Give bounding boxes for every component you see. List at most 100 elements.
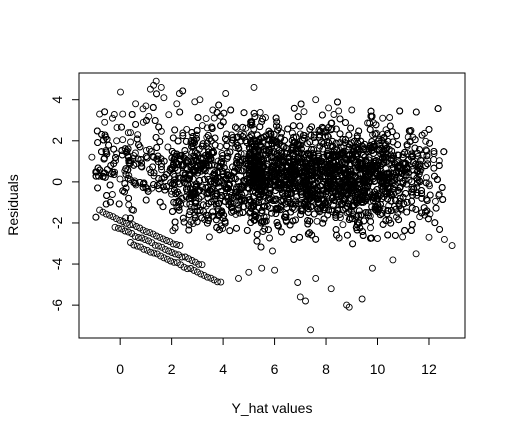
data-points <box>88 77 456 334</box>
data-point <box>439 196 447 203</box>
data-point <box>297 211 305 219</box>
data-point <box>117 88 124 96</box>
data-point <box>294 279 302 286</box>
data-point <box>448 242 456 250</box>
data-point <box>113 124 121 132</box>
data-point <box>155 175 163 183</box>
data-point <box>432 204 440 212</box>
data-point <box>325 104 333 112</box>
data-point <box>385 216 393 224</box>
data-point <box>416 146 423 154</box>
data-point <box>171 126 179 134</box>
data-point <box>304 140 312 148</box>
data-point <box>169 180 176 188</box>
data-point <box>176 108 184 116</box>
data-point <box>225 193 233 201</box>
data-point <box>211 141 219 149</box>
data-point <box>312 96 320 104</box>
data-point <box>403 208 411 216</box>
data-point <box>290 104 298 112</box>
data-point <box>245 268 253 276</box>
data-point <box>335 107 343 115</box>
data-point <box>269 247 276 255</box>
data-point <box>137 163 145 170</box>
data-point <box>440 235 448 243</box>
data-point <box>100 155 108 163</box>
data-point <box>383 210 391 218</box>
data-point <box>185 221 193 229</box>
data-point <box>349 210 357 218</box>
data-point <box>321 175 329 183</box>
data-point <box>276 206 284 214</box>
data-point <box>146 145 153 153</box>
data-point <box>226 148 234 156</box>
data-point <box>234 153 242 160</box>
data-point <box>272 210 280 218</box>
data-point <box>379 114 387 122</box>
data-point <box>334 98 341 106</box>
data-point <box>196 207 204 214</box>
data-point <box>205 233 213 241</box>
data-point <box>237 137 245 145</box>
data-point <box>122 184 130 192</box>
data-point <box>272 114 280 122</box>
data-point <box>164 143 172 151</box>
data-point <box>304 230 312 238</box>
data-point <box>342 119 349 127</box>
data-point <box>110 111 118 118</box>
data-point <box>312 274 320 282</box>
data-point <box>223 130 230 138</box>
data-point <box>328 124 336 132</box>
data-point <box>425 233 433 241</box>
data-point <box>220 176 228 184</box>
data-point <box>431 219 439 227</box>
data-point <box>101 118 109 126</box>
data-point <box>294 113 302 121</box>
data-point <box>422 174 430 182</box>
data-point <box>258 264 266 272</box>
data-point <box>108 191 116 198</box>
data-point <box>318 138 325 146</box>
data-point <box>165 111 173 119</box>
data-point <box>106 181 114 189</box>
data-point <box>139 183 147 191</box>
data-point <box>368 264 376 272</box>
data-point <box>296 233 304 241</box>
data-point <box>157 83 165 91</box>
data-point <box>364 209 372 217</box>
data-point <box>422 179 430 187</box>
data-point <box>273 118 281 126</box>
data-point <box>430 147 438 155</box>
data-point <box>222 90 230 97</box>
data-point <box>378 209 386 217</box>
data-point <box>216 143 224 151</box>
data-point <box>142 117 150 124</box>
data-point <box>256 108 264 116</box>
data-point <box>213 109 221 116</box>
data-point <box>124 129 132 137</box>
data-point <box>345 303 353 311</box>
data-point <box>158 166 166 174</box>
data-point <box>157 163 165 171</box>
data-point <box>218 150 226 157</box>
data-point <box>133 135 141 143</box>
data-point <box>148 184 156 192</box>
data-point <box>217 222 225 230</box>
data-point <box>107 170 115 178</box>
data-point <box>262 213 270 221</box>
data-point <box>139 105 147 113</box>
data-point <box>121 180 129 188</box>
data-point <box>435 192 443 199</box>
data-point <box>325 206 333 214</box>
data-point <box>422 195 430 203</box>
data-point <box>250 83 258 91</box>
data-point <box>300 134 308 142</box>
data-point <box>332 226 340 234</box>
data-point <box>193 218 201 226</box>
data-point <box>202 115 210 123</box>
data-point <box>125 194 133 202</box>
data-point <box>384 207 392 215</box>
data-point <box>146 85 154 93</box>
data-point <box>157 127 165 135</box>
data-point <box>332 211 340 219</box>
